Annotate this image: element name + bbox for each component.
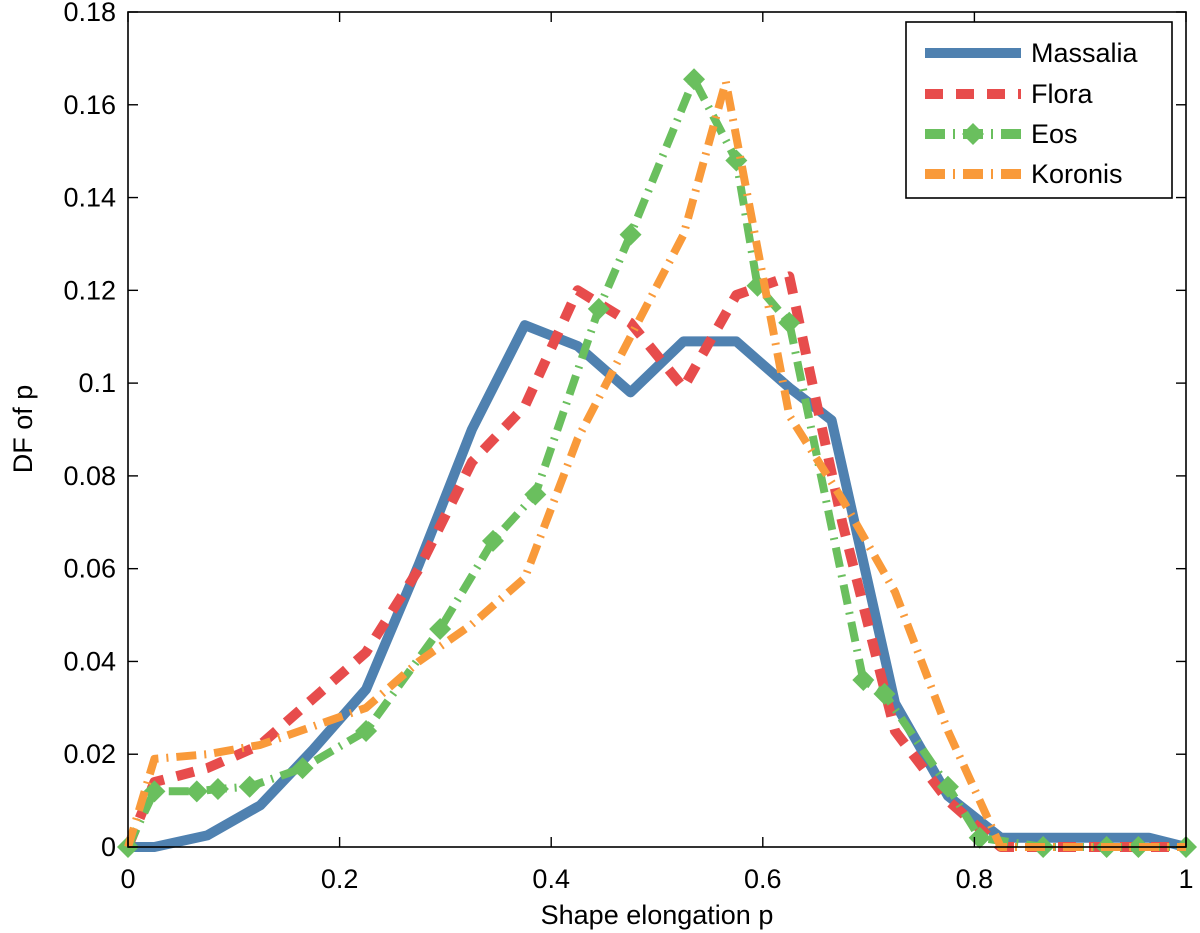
data-point-eos [429, 617, 452, 640]
data-point-eos [873, 682, 896, 705]
legend-swatch-eos [925, 123, 1021, 145]
data-point-eos [683, 68, 706, 91]
data-point-eos [185, 780, 208, 803]
data-point-eos [936, 775, 959, 798]
plot-area [127, 11, 1187, 848]
legend-marker-eos [962, 123, 984, 145]
x-tick-label: 0.2 [321, 864, 359, 894]
legend-label-flora: Flora [1031, 79, 1093, 109]
x-tick-label: 0 [120, 864, 135, 894]
series-line-eos [124, 75, 1186, 851]
x-tick-label: 0.4 [532, 864, 570, 894]
legend: Massalia Flora Eos Koronis [905, 21, 1173, 199]
y-tick-label: 0.16 [63, 90, 116, 120]
data-point-eos [206, 778, 229, 801]
data-point-eos [778, 311, 801, 334]
y-tick-label: 0.12 [63, 275, 116, 305]
legend-label-koronis: Koronis [1031, 159, 1123, 189]
y-tick-label: 0.14 [63, 183, 116, 213]
legend-label-massalia: Massalia [1031, 38, 1139, 68]
y-tick-label: 0.02 [63, 739, 116, 769]
data-point-eos [291, 757, 314, 780]
data-point-eos [355, 720, 378, 743]
y-tick-label: 0.08 [63, 461, 116, 491]
legend-label-eos: Eos [1031, 119, 1078, 149]
y-tick-label: 0.18 [63, 0, 116, 27]
data-point-eos [852, 669, 875, 691]
y-tick-label: 0 [101, 832, 116, 862]
data-point-eos [619, 223, 642, 246]
data-point-eos [725, 149, 748, 172]
y-tick-label: 0.1 [78, 368, 116, 398]
ticks-layer: 0 0.2 0.4 0.6 0.8 1 0 0.02 0.04 0.06 0.08 0.1 0.12 0.… [63, 0, 1193, 894]
x-tick-label: 1 [1178, 864, 1193, 894]
data-point-eos [587, 297, 610, 320]
y-tick-label: 0.04 [63, 646, 116, 676]
data-point-eos [143, 780, 166, 803]
data-point-eos [524, 483, 547, 506]
x-tick-label: 0.8 [956, 864, 994, 894]
x-axis-title: Shape elongation p [541, 900, 774, 930]
y-axis-title: DF of p [8, 385, 38, 474]
x-tick-label: 0.6 [744, 864, 782, 894]
data-point-eos [238, 775, 261, 798]
y-tick-label: 0.06 [63, 554, 116, 584]
data-point-eos [482, 529, 505, 552]
